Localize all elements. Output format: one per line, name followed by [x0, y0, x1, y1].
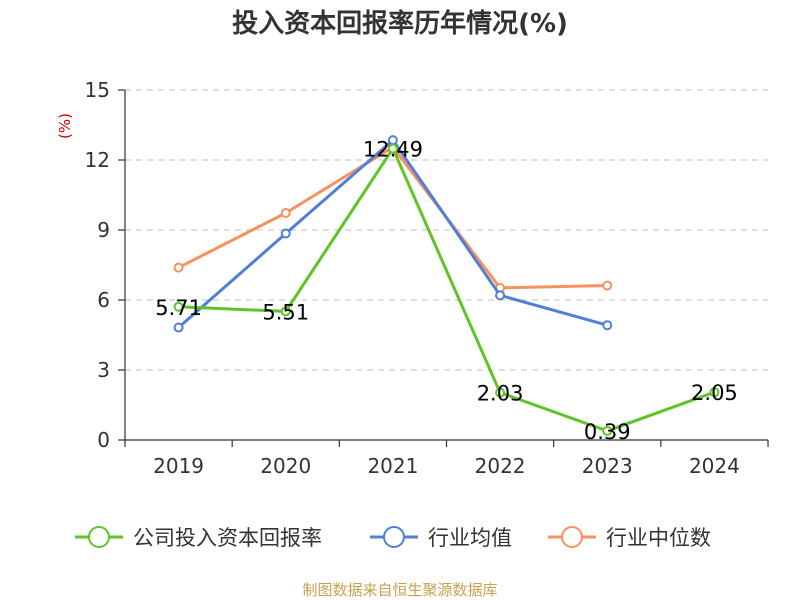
- data-label: 5.51: [262, 300, 309, 324]
- series-line: [178, 147, 715, 433]
- legend-marker: [561, 526, 583, 548]
- data-point: [173, 262, 184, 273]
- legend-marker: [88, 526, 110, 548]
- data-point: [602, 280, 613, 291]
- x-tick-label: 2022: [475, 454, 526, 478]
- y-tick-label: 15: [85, 78, 110, 102]
- data-point: [495, 290, 506, 301]
- x-tick-label: 2019: [153, 454, 204, 478]
- y-tick-label: 6: [97, 288, 110, 312]
- data-point: [709, 387, 720, 398]
- axes: 0 3 6 9 12 15 2019 2020 2021 2022 2023 2024: [85, 78, 769, 478]
- legend-label: 公司投入资本回报率: [133, 526, 322, 550]
- data-point: [602, 320, 613, 331]
- x-tick-label: 2024: [689, 454, 740, 478]
- legend-item[interactable]: 行业中位数: [548, 526, 711, 550]
- data-label: 12.49: [363, 138, 423, 162]
- data-label: 2.03: [477, 382, 524, 406]
- data-point: [280, 306, 291, 317]
- data-point: [280, 228, 291, 239]
- data-label: 2.05: [691, 381, 738, 405]
- legend[interactable]: 公司投入资本回报率 行业均值 行业中位数: [75, 526, 711, 550]
- series-group: [173, 135, 720, 436]
- data-label: 0.39: [584, 420, 631, 444]
- legend-marker: [383, 526, 405, 548]
- x-tick-label: 2023: [582, 454, 633, 478]
- y-tick-label: 3: [97, 358, 110, 382]
- data-point: [387, 143, 398, 154]
- chart-title: 投入资本回报率历年情况(%): [232, 8, 568, 39]
- y-tick-label: 0: [97, 428, 110, 452]
- data-label: 5.71: [155, 296, 202, 320]
- y-tick-label: 12: [85, 148, 110, 172]
- legend-item[interactable]: 行业均值: [370, 526, 512, 550]
- series-line: [177, 145, 608, 290]
- data-point: [173, 322, 184, 333]
- data-point: [280, 207, 291, 218]
- data-point: [173, 301, 184, 312]
- x-tick-label: 2020: [260, 454, 311, 478]
- legend-item[interactable]: 公司投入资本回报率: [75, 526, 322, 550]
- legend-label: 行业中位数: [606, 526, 711, 550]
- source-note: 制图数据来自恒生聚源数据库: [302, 581, 497, 599]
- y-axis-unit: (%): [56, 113, 74, 139]
- data-point: [602, 425, 613, 436]
- x-tick-label: 2021: [367, 454, 418, 478]
- y-tick-label: 9: [97, 218, 110, 242]
- data-point: [495, 387, 506, 398]
- data-labels: 5.71 5.51 12.49 2.03 0.39 2.05: [155, 138, 738, 444]
- grid-lines: [125, 89, 768, 371]
- legend-label: 行业均值: [428, 526, 512, 550]
